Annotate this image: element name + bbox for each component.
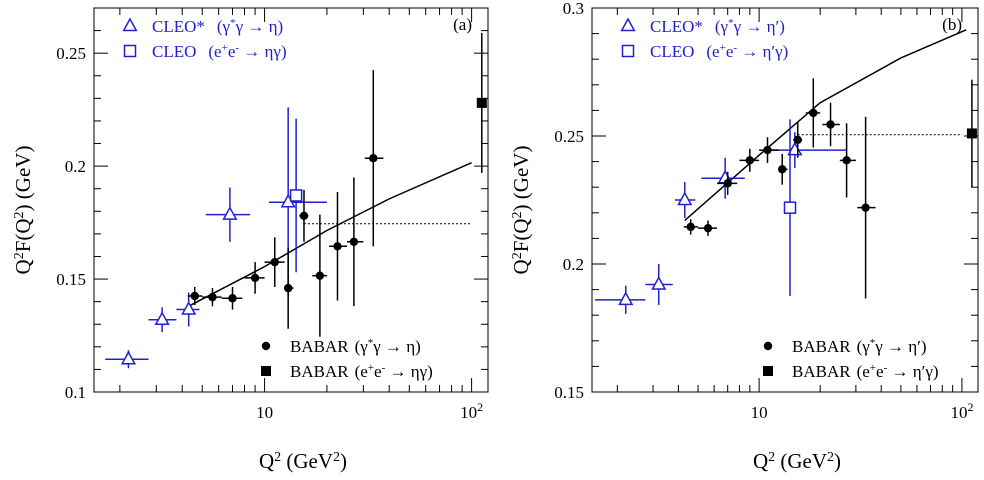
y-tick-label: 0.25 xyxy=(56,44,86,63)
data-point xyxy=(369,154,378,163)
legend-label: BABAR (γ*γ → η′) xyxy=(792,337,927,356)
series-filled-circle xyxy=(187,70,384,337)
x-tick-label: 102 xyxy=(460,400,483,422)
data-point xyxy=(793,135,802,145)
data-point xyxy=(763,145,772,155)
x-axis-title: Q2 (GeV2) xyxy=(259,449,347,473)
data-point xyxy=(723,179,732,188)
data-point xyxy=(315,271,325,280)
plot-frame xyxy=(591,7,979,393)
data-point xyxy=(783,201,797,214)
data-point xyxy=(618,291,634,306)
legend-label: CLEO (e+e- → ηγ) xyxy=(152,42,287,61)
data-point xyxy=(120,350,137,365)
data-point xyxy=(349,237,359,246)
panel-label: (a) xyxy=(453,15,472,34)
legend-marker xyxy=(763,366,773,376)
legend-marker xyxy=(620,17,636,32)
data-point xyxy=(826,120,835,129)
y-tick-label: 0.3 xyxy=(563,0,584,18)
fit-curve xyxy=(186,162,472,308)
series-open-triangle xyxy=(105,107,327,369)
y-axis-title: Q2F(Q2) (GeV) xyxy=(11,146,35,275)
data-point xyxy=(190,291,199,301)
data-point xyxy=(703,223,713,233)
y-tick-label: 0.15 xyxy=(56,270,86,289)
legend-label: CLEO* (γ*γ → η) xyxy=(152,17,283,36)
fit-curve xyxy=(684,29,967,222)
legend-label: BABAR (e+e- → ηγ) xyxy=(290,362,433,381)
data-point xyxy=(686,222,695,232)
legend-marker xyxy=(261,341,271,351)
legend-marker xyxy=(261,366,271,376)
legend-label: BABAR (e+e- → η′γ) xyxy=(792,362,939,381)
series-open-square xyxy=(783,119,797,296)
data-point xyxy=(842,156,851,165)
data-point xyxy=(154,311,170,325)
y-tick-label: 0.25 xyxy=(554,127,584,146)
data-point xyxy=(677,191,693,206)
data-point xyxy=(228,294,237,303)
series-open-square xyxy=(289,118,303,273)
x-tick-label: 10 xyxy=(751,403,768,422)
y-axis-title: Q2F(Q2) (GeV) xyxy=(509,146,533,275)
y-tick-label: 0.15 xyxy=(554,383,584,402)
series-filled-square xyxy=(966,79,977,188)
data-point xyxy=(289,189,303,202)
data-point xyxy=(208,292,217,302)
legend-label: CLEO (e+e- → η′γ) xyxy=(650,42,788,61)
panel-a: 10 102 0.1 0.15 0.2 0.25 Q2 (GeV2) Q2F(Q2) (GeV… xyxy=(11,7,489,473)
series-filled-circle xyxy=(683,78,876,299)
data-point xyxy=(651,275,667,290)
data-point xyxy=(333,242,342,251)
data-point xyxy=(745,156,755,165)
plot-frame xyxy=(93,7,489,393)
legend-marker xyxy=(763,341,773,351)
legend-marker xyxy=(621,44,635,58)
x-tick-label: 102 xyxy=(950,400,973,422)
panel-b: 10 102 0.15 0.2 0.25 0.3 Q2 (GeV2) Q2F(Q2) (GeV… xyxy=(509,0,979,473)
data-point xyxy=(283,283,293,293)
data-point xyxy=(299,211,309,221)
data-point xyxy=(270,257,279,267)
data-point xyxy=(222,206,238,220)
x-axis-title: Q2 (GeV2) xyxy=(753,449,841,473)
data-point xyxy=(778,165,787,174)
data-point xyxy=(476,97,487,108)
legend-label: BABAR (γ*γ → η) xyxy=(290,337,421,356)
x-tick-label: 10 xyxy=(256,403,273,422)
legend-marker xyxy=(123,44,137,58)
data-point xyxy=(250,273,260,283)
legend-label: CLEO* (γ*γ → η′) xyxy=(650,17,785,36)
y-tick-label: 0.2 xyxy=(65,157,86,176)
data-point xyxy=(181,300,197,315)
series-filled-square xyxy=(476,32,487,173)
y-tick-label: 0.1 xyxy=(65,383,86,402)
y-tick-label: 0.2 xyxy=(563,255,584,274)
data-point xyxy=(966,128,977,139)
panel-label: (b) xyxy=(942,15,962,34)
series-open-triangle xyxy=(594,132,847,314)
legend-marker xyxy=(122,17,138,32)
data-point xyxy=(861,203,870,212)
data-point xyxy=(809,108,818,118)
